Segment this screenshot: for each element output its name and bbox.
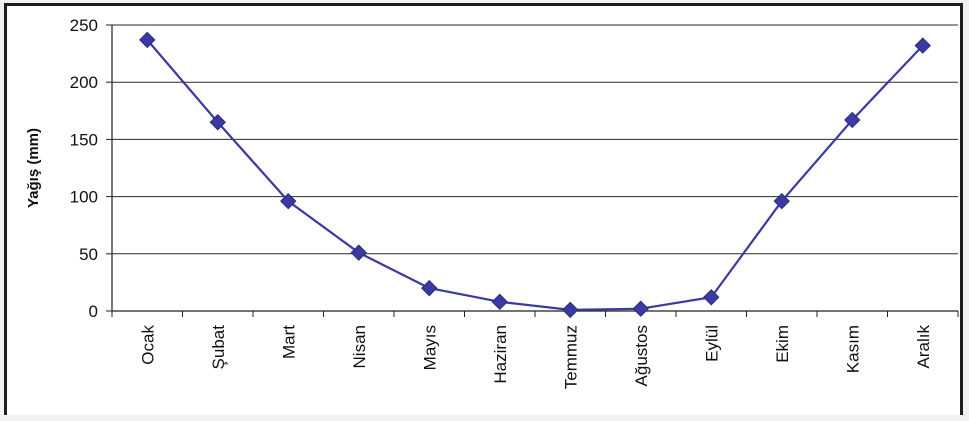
y-tick-label: 150 [70, 130, 98, 149]
x-tick-label: Temmuz [561, 325, 580, 389]
x-tick-label: Nisan [350, 325, 369, 368]
x-tick-label: Kasım [843, 325, 862, 373]
data-point-marker [139, 31, 156, 49]
x-tick-label: Şubat [209, 325, 228, 370]
data-point-marker [350, 244, 367, 261]
y-tick-label: 200 [70, 73, 98, 92]
data-point-marker [773, 192, 790, 210]
gridlines [112, 24, 958, 255]
data-point-marker [703, 289, 720, 306]
y-tick-labels: 0 50 100 150 200 250 [70, 16, 98, 321]
data-point-marker [421, 279, 438, 297]
axes [106, 24, 959, 317]
data-point-marker [914, 37, 931, 54]
x-tick-label: Aralık [914, 325, 933, 369]
y-tick-label: 100 [70, 188, 98, 207]
data-point-marker [209, 114, 226, 131]
series-line [146, 39, 924, 311]
x-tick-label: Haziran [491, 325, 510, 384]
series-rainfall [139, 31, 931, 319]
x-tick-label: Ağustos [632, 325, 651, 386]
chart-frame [4, 3, 963, 415]
data-point-marker [844, 111, 861, 129]
data-point-marker [280, 192, 297, 210]
y-axis-label: Yağış (mm) [25, 128, 42, 208]
x-tick-label: Ekim [773, 325, 792, 363]
x-tick-label: Mart [279, 325, 298, 359]
y-tick-label: 250 [70, 16, 98, 35]
y-tick-label: 0 [89, 302, 98, 321]
x-tick-label: Eylül [702, 325, 721, 362]
y-tick-label: 50 [79, 245, 98, 264]
x-tick-labels: Ocak Şubat Mart Nisan Mayıs Haziran Temmuz Ağus… [138, 325, 933, 390]
x-tick-label: Mayıs [420, 325, 439, 370]
x-tick-label: Ocak [138, 325, 157, 365]
data-point-marker [562, 301, 579, 319]
data-point-marker [632, 300, 649, 317]
data-point-marker [491, 293, 508, 311]
